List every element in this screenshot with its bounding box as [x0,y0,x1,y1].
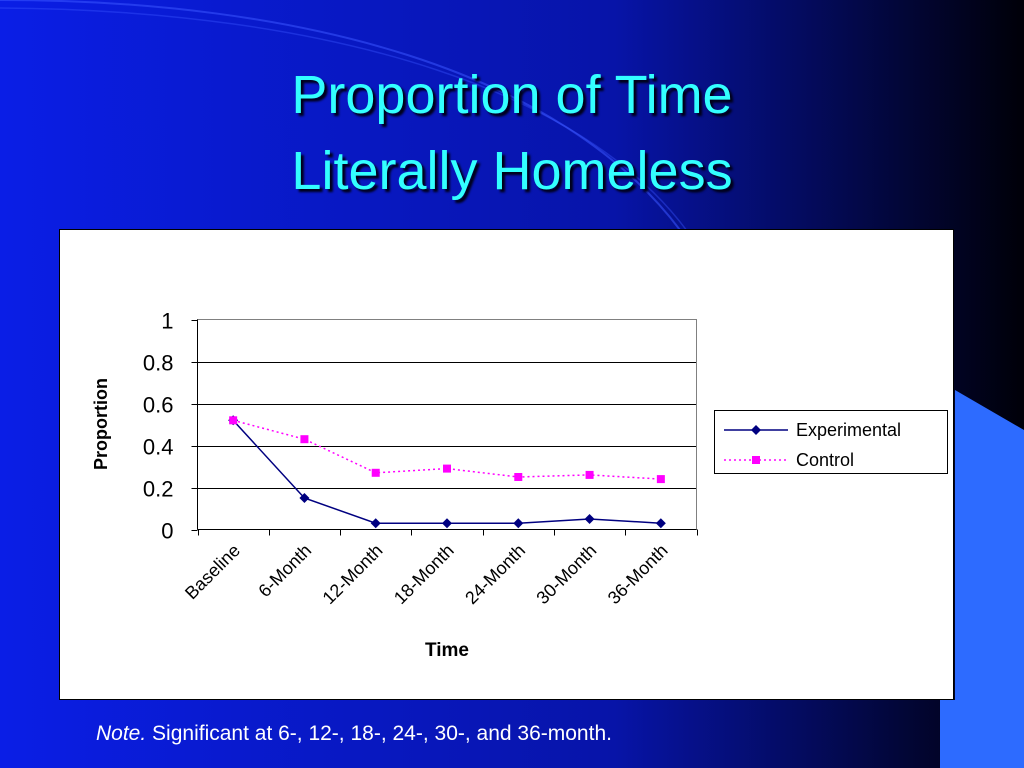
data-point-experimental [442,518,452,529]
x-tick-label: 24-Month [461,540,529,608]
x-axis-label: Time [425,640,469,661]
x-tick-label: 36-Month [604,540,672,608]
footnote-text: Significant at 6-, 12-, 18-, 24-, 30-, a… [146,722,612,745]
data-point-experimental [584,514,595,524]
data-point-experimental [370,518,381,529]
legend-label-control: Control [796,450,854,470]
data-point-experimental [655,518,666,529]
data-point-experimental [299,493,310,503]
x-tick-label: 6-Month [254,540,315,601]
plot-area-frame [197,319,697,530]
x-tick-label: 12-Month [319,540,387,608]
y-tick-label: 0.2 [143,477,174,502]
data-point-control [443,464,451,473]
data-point-control [656,475,665,484]
legend-marker-control [752,456,760,464]
y-axis-label: Proportion [91,378,111,470]
decorative-swoosh [0,7,701,251]
footnote-label: Note. [96,722,147,745]
decorative-shape [940,390,1024,768]
data-point-control [300,435,309,444]
legend-marker-experimental [751,425,761,435]
data-point-control [371,468,380,477]
data-point-control [514,473,523,481]
slide-title-line-1: Proportion of Time [291,65,733,125]
y-tick-label: 0.4 [143,435,174,460]
x-tick-label: Baseline [181,540,244,603]
legend-label-experimental: Experimental [796,420,901,440]
y-tick-label: 0.8 [143,351,174,376]
data-point-experimental [513,518,524,529]
y-tick-label: 1 [161,309,173,334]
y-tick-label: 0.6 [143,393,174,418]
chart-panel: 0 0.2 0.4 0.6 0.8 1 Baseline 6-Month 12-Month 18-… [59,229,954,700]
x-tick-label: 30-Month [532,540,600,608]
chart-legend: Experimental Control [714,410,948,474]
footnote: Note. Significant at 6-, 12-, 18-, 24-, … [96,722,612,746]
y-tick-label: 0 [161,519,173,544]
data-point-control [585,470,594,479]
x-tick-label: 18-Month [390,540,458,608]
slide-title-line-2: Literally Homeless [291,141,733,201]
decorative-swoosh [0,0,681,231]
data-point-control [229,416,238,425]
line-chart: 0 0.2 0.4 0.6 0.8 1 Baseline 6-Month 12-Month 18-… [91,309,948,661]
